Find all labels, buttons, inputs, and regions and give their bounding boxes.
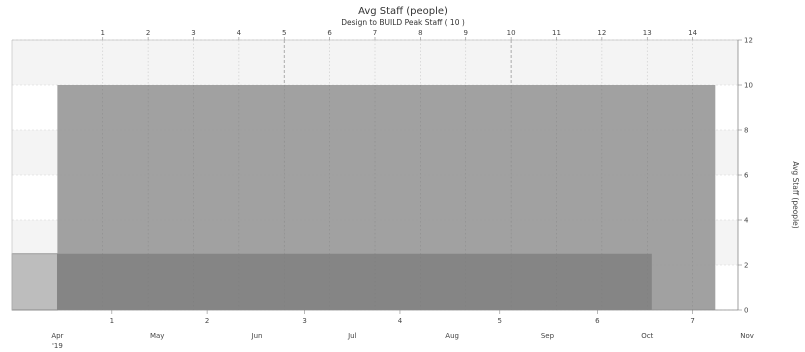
y-tick-label-2: 4 xyxy=(744,217,749,225)
bottom-num-tick-label-5: 6 xyxy=(595,317,600,325)
area-low-left xyxy=(11,253,58,311)
top-tick-label-9: 10 xyxy=(507,29,516,37)
top-tick-label-10: 11 xyxy=(552,29,561,37)
area-low-main xyxy=(57,253,652,310)
top-tick-label-12: 13 xyxy=(643,29,652,37)
y-tick-label-5: 10 xyxy=(744,82,753,90)
top-tick-label-6: 7 xyxy=(373,29,377,37)
y-axis-label: Avg Staff (people) xyxy=(791,161,800,228)
bottom-num-tick-label-3: 4 xyxy=(398,317,403,325)
top-tick-label-0: 1 xyxy=(101,29,105,37)
bottom-month-label-0: Apr xyxy=(51,332,63,340)
top-tick-label-2: 3 xyxy=(191,29,195,37)
y-tick-label-3: 6 xyxy=(744,172,749,180)
bottom-month-label-7: Nov xyxy=(740,332,754,340)
top-tick-label-7: 8 xyxy=(418,29,422,37)
bottom-month-label-6: Oct xyxy=(641,332,653,340)
bottom-num-tick-label-0: 1 xyxy=(110,317,114,325)
top-tick-label-13: 14 xyxy=(688,29,697,37)
bottom-axis-ticks: 1 2 3 4 5 6 7 Apr '19 May Jun Jul Aug Sep Oct Nov xyxy=(51,310,754,350)
y-tick-label-0: 0 xyxy=(744,307,748,315)
bottom-month-label-5: Sep xyxy=(541,332,555,340)
top-tick-label-1: 2 xyxy=(146,29,150,37)
top-tick-label-5: 6 xyxy=(327,29,332,37)
chart-title: Avg Staff (people) xyxy=(358,6,448,17)
bottom-num-tick-label-2: 3 xyxy=(302,317,306,325)
y-tick-label-6: 12 xyxy=(744,37,753,45)
y-tick-label-1: 2 xyxy=(744,262,748,270)
top-tick-label-4: 5 xyxy=(282,29,286,37)
top-tick-label-3: 4 xyxy=(237,29,242,37)
bottom-month-label-3: Jul xyxy=(347,332,357,340)
chart-subtitle: Design to BUILD Peak Staff ( 10 ) xyxy=(341,18,465,27)
y-axis-ticks: 0 2 4 6 8 10 12 xyxy=(738,37,753,315)
staff-areas xyxy=(11,85,716,311)
bottom-num-tick-label-4: 5 xyxy=(498,317,502,325)
bottom-month-label-2: Jun xyxy=(251,332,263,340)
bottom-num-tick-label-1: 2 xyxy=(205,317,209,325)
top-tick-label-8: 9 xyxy=(464,29,468,37)
y-tick-label-4: 8 xyxy=(744,127,748,135)
top-tick-label-11: 12 xyxy=(597,29,606,37)
top-axis-ticks: 1 2 3 4 5 6 7 8 9 10 11 12 13 14 xyxy=(101,29,698,40)
bottom-month-label-4: Aug xyxy=(445,332,459,340)
bottom-month-sub-0: '19 xyxy=(52,342,63,350)
bottom-month-label-1: May xyxy=(150,332,164,340)
bottom-num-tick-label-6: 7 xyxy=(690,317,694,325)
